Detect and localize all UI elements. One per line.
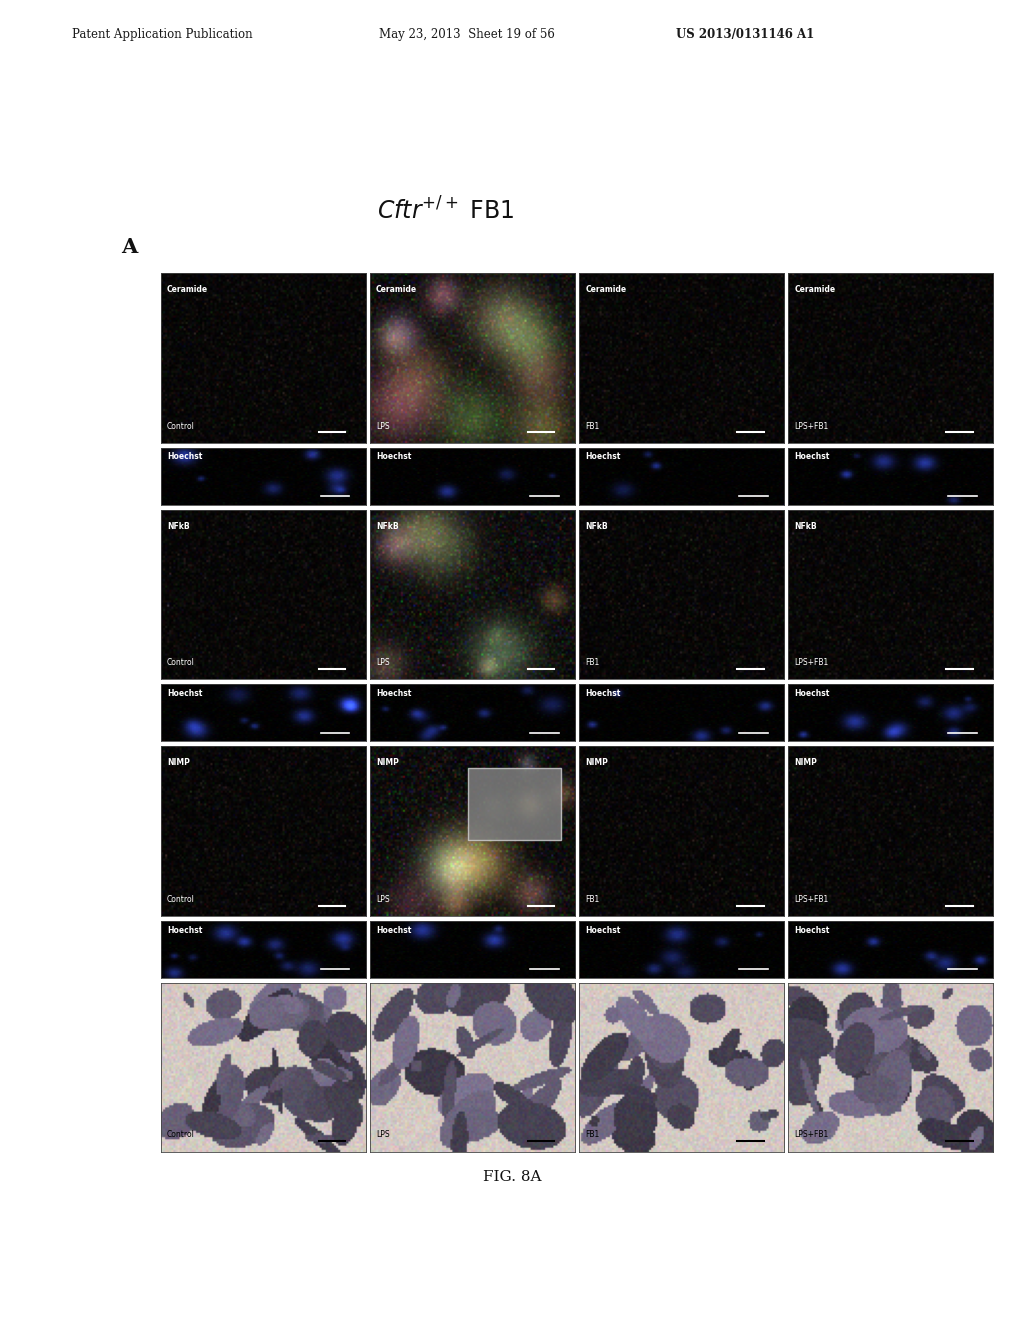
Text: Hoechst: Hoechst xyxy=(795,925,829,935)
Text: May 23, 2013  Sheet 19 of 56: May 23, 2013 Sheet 19 of 56 xyxy=(379,28,555,41)
Text: Hoechst: Hoechst xyxy=(167,925,203,935)
Text: FB1: FB1 xyxy=(586,895,599,904)
Text: LPS: LPS xyxy=(376,659,390,668)
Text: Patent Application Publication: Patent Application Publication xyxy=(72,28,252,41)
Text: Hoechst: Hoechst xyxy=(376,689,412,698)
Text: LPS+FB1: LPS+FB1 xyxy=(795,659,828,668)
Text: A: A xyxy=(121,238,137,257)
Text: FB1: FB1 xyxy=(586,1130,599,1139)
Text: LPS: LPS xyxy=(376,895,390,904)
Text: NIMP: NIMP xyxy=(586,758,608,767)
Text: Hoechst: Hoechst xyxy=(376,453,412,461)
Text: Ceramide: Ceramide xyxy=(586,285,627,294)
Text: FB1: FB1 xyxy=(586,659,599,668)
Text: LPS+FB1: LPS+FB1 xyxy=(795,895,828,904)
Text: Control: Control xyxy=(167,895,195,904)
Text: Ceramide: Ceramide xyxy=(376,285,417,294)
Text: FIG. 8A: FIG. 8A xyxy=(482,1171,542,1184)
Text: Hoechst: Hoechst xyxy=(795,453,829,461)
Text: Hoechst: Hoechst xyxy=(167,453,203,461)
Text: Ceramide: Ceramide xyxy=(795,285,836,294)
Text: Control: Control xyxy=(167,1130,195,1139)
Text: LPS: LPS xyxy=(376,1130,390,1139)
Text: NFkB: NFkB xyxy=(376,521,398,531)
Text: Hoechst: Hoechst xyxy=(586,453,621,461)
Text: Ceramide: Ceramide xyxy=(167,285,208,294)
Text: Hoechst: Hoechst xyxy=(586,689,621,698)
Text: NFkB: NFkB xyxy=(586,521,608,531)
Text: NIMP: NIMP xyxy=(795,758,817,767)
Text: FB1: FB1 xyxy=(586,421,599,430)
Text: LPS+FB1: LPS+FB1 xyxy=(795,1130,828,1139)
Text: Control: Control xyxy=(167,659,195,668)
Text: Control: Control xyxy=(167,421,195,430)
Text: Hoechst: Hoechst xyxy=(167,689,203,698)
Text: Hoechst: Hoechst xyxy=(376,925,412,935)
Text: LPS+FB1: LPS+FB1 xyxy=(795,421,828,430)
Text: US 2013/0131146 A1: US 2013/0131146 A1 xyxy=(676,28,814,41)
Bar xyxy=(468,768,560,840)
Text: Hoechst: Hoechst xyxy=(586,925,621,935)
Text: NFkB: NFkB xyxy=(167,521,189,531)
Text: NIMP: NIMP xyxy=(167,758,189,767)
Text: $\mathit{Cftr}^{+/+}$ FB1: $\mathit{Cftr}^{+/+}$ FB1 xyxy=(377,198,514,224)
Text: LPS: LPS xyxy=(376,421,390,430)
Text: Hoechst: Hoechst xyxy=(795,689,829,698)
Text: NIMP: NIMP xyxy=(376,758,399,767)
Text: NFkB: NFkB xyxy=(795,521,817,531)
